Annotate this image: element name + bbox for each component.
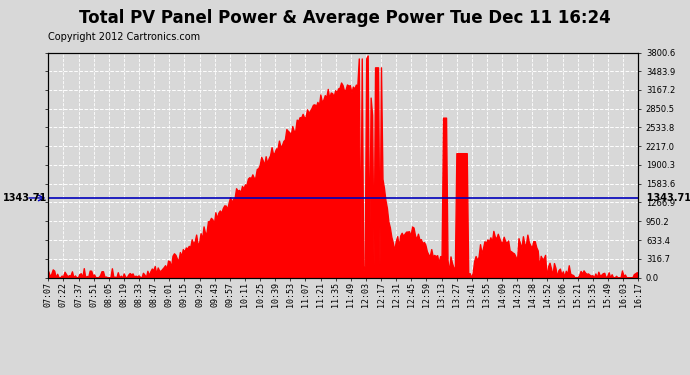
- Text: Total PV Panel Power & Average Power Tue Dec 11 16:24: Total PV Panel Power & Average Power Tue…: [79, 9, 611, 27]
- Text: 1343.71: 1343.71: [3, 193, 47, 203]
- Text: 1343.71: 1343.71: [640, 193, 690, 203]
- Text: Copyright 2012 Cartronics.com: Copyright 2012 Cartronics.com: [48, 32, 200, 42]
